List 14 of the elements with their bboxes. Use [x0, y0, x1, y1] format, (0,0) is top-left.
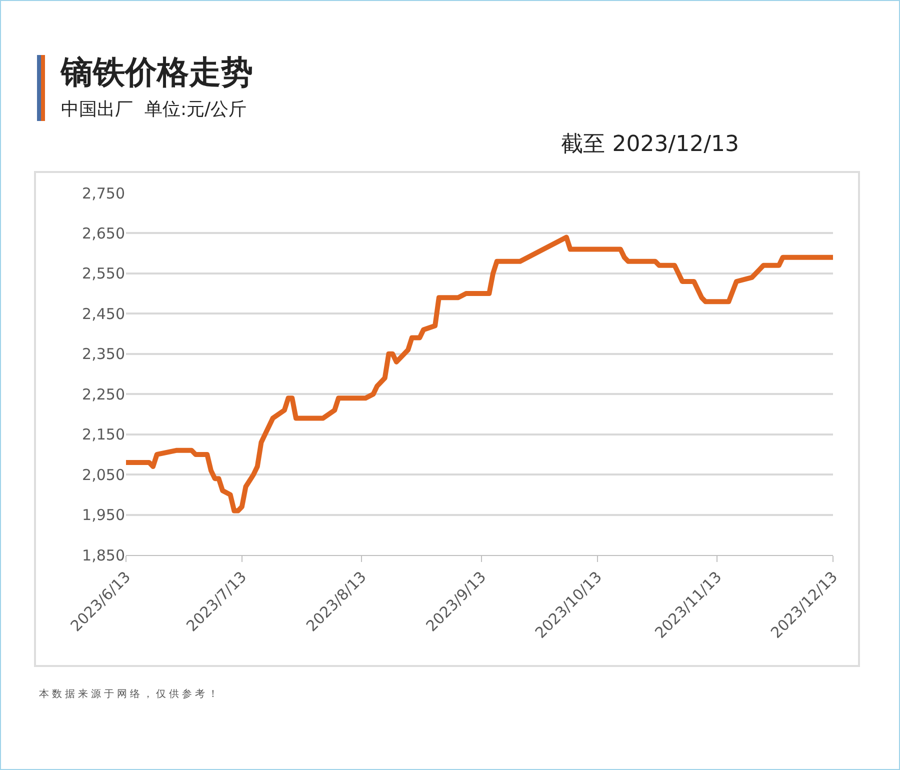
text: 本数据来源于网络，仅供参考！ [39, 688, 221, 701]
y-tick-label: 1,950 [82, 506, 125, 524]
chart-title: 镝铁价格走势 [61, 52, 253, 93]
chart-subtitle: 中国出厂 单位:元/公斤 [61, 98, 247, 121]
y-tick-label: 2,150 [82, 426, 125, 444]
y-tick-label: 2,550 [82, 264, 125, 283]
text: 截至 2023/12/13 [561, 131, 739, 159]
y-tick-label: 2,650 [82, 224, 125, 242]
y-tick-label: 2,250 [82, 385, 125, 404]
y-tick-label: 1,850 [82, 546, 125, 564]
y-tick-label: 2,050 [82, 466, 125, 484]
y-tick-label: 2,450 [82, 304, 125, 323]
y-tick-label: 2,750 [82, 184, 125, 202]
y-tick-label: 2,350 [82, 345, 125, 364]
